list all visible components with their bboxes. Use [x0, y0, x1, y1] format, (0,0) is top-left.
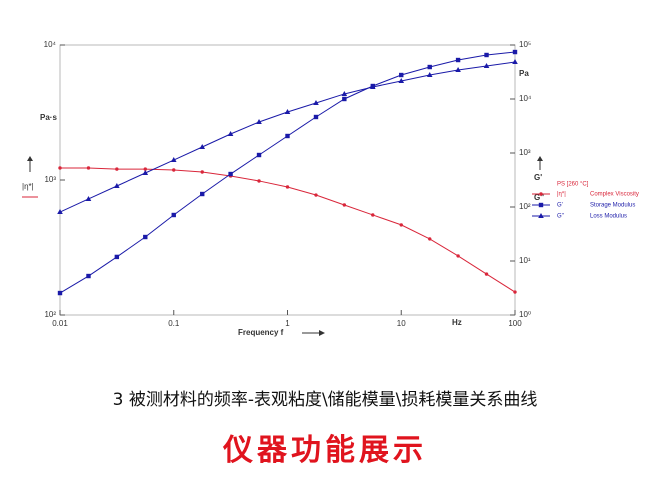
legend-marker [539, 192, 543, 196]
data-point [484, 272, 489, 276]
data-point [85, 195, 92, 201]
chart: Pa·s |η*| Pa G' G'' Frequency f Hz PS [2… [22, 40, 639, 337]
data-point [313, 114, 319, 120]
data-point [455, 67, 461, 73]
data-point [513, 290, 517, 294]
data-point [342, 96, 347, 102]
data-point [57, 290, 63, 296]
plot-frame [59, 44, 516, 316]
legend-name: Complex Viscosity [590, 192, 639, 198]
data-point [143, 234, 148, 240]
data-point [200, 170, 204, 174]
legend-label: G'' [557, 214, 564, 220]
data-point [58, 166, 62, 170]
data-point [114, 254, 120, 260]
data-point [369, 83, 376, 89]
y-axis-label: Pa·s [40, 113, 57, 122]
data-point [371, 213, 375, 217]
banner: 仪器功能展示 [223, 433, 427, 468]
data-point [114, 182, 120, 188]
data-point [284, 109, 291, 115]
axis-arrow-head [537, 156, 543, 161]
y-tick-label: 10³ [44, 175, 56, 184]
data-point [256, 119, 262, 125]
y2-axis-symbol: G'' [534, 193, 544, 202]
data-point [86, 273, 91, 279]
data-point [314, 193, 318, 197]
data-point [341, 90, 348, 96]
legend-label: |η*| [557, 192, 566, 198]
data-point [483, 63, 490, 69]
data-point [285, 185, 290, 189]
data-point [427, 64, 432, 70]
data-point [143, 167, 147, 171]
data-point [227, 130, 234, 136]
data-point [398, 78, 405, 84]
y2-axis-symbol: G' [534, 173, 542, 182]
data-point [313, 99, 319, 105]
data-point [57, 209, 63, 215]
data-point [455, 57, 461, 63]
caption: 3 被测材料的频率-表观粘度\储能模量\损耗模量关系曲线 [112, 390, 538, 410]
x-axis-label: Frequency f [238, 328, 284, 337]
y2-tick-label: 10¹ [519, 256, 531, 265]
data-point [428, 237, 432, 241]
y2-tick-label: 10⁴ [519, 94, 532, 103]
data-point [172, 168, 176, 172]
legend-label: G' [557, 203, 563, 209]
y2-tick-label: 10⁵ [519, 40, 531, 49]
data-point [199, 143, 206, 149]
y2-tick-label: 10³ [519, 148, 531, 157]
data-point [399, 72, 404, 78]
y-tick-label: 10² [44, 310, 56, 319]
data-point [285, 133, 290, 139]
data-point [256, 152, 262, 158]
data-point [399, 223, 403, 227]
x-tick-label: 100 [508, 319, 522, 328]
data-point [484, 52, 489, 58]
data-point [115, 167, 119, 171]
y2-tick-label: 10⁰ [519, 310, 531, 319]
legend-name: Storage Modulus [590, 203, 635, 209]
legend-name: Loss Modulus [590, 214, 627, 220]
data-point [512, 59, 518, 65]
x-tick-label: 0.1 [168, 319, 180, 328]
y2-axis-label: Pa [519, 69, 529, 78]
data-point [257, 179, 261, 183]
x-tick-label: 1 [285, 319, 290, 328]
data-point [456, 254, 460, 258]
x-unit: Hz [452, 318, 462, 327]
data-point [512, 49, 518, 55]
data-point [171, 212, 176, 218]
y-axis-symbol: |η*| [22, 182, 34, 191]
data-point [342, 203, 347, 207]
legend-marker [538, 202, 544, 208]
axis-arrow-head [319, 330, 325, 336]
data-point [426, 72, 433, 78]
y2-tick-label: 10² [519, 202, 531, 211]
legend-marker [538, 213, 544, 218]
data-point [142, 170, 149, 176]
data-point [170, 157, 177, 163]
data-point [200, 191, 205, 197]
x-tick-label: 0.01 [52, 319, 68, 328]
y-tick-label: 10⁴ [44, 40, 57, 49]
data-point [228, 171, 233, 177]
axis-arrow-head [27, 156, 33, 161]
data-point [86, 166, 91, 170]
legend-title: PS [260 °C] [557, 182, 589, 188]
x-tick-label: 10 [397, 319, 406, 328]
series-line [59, 51, 516, 294]
